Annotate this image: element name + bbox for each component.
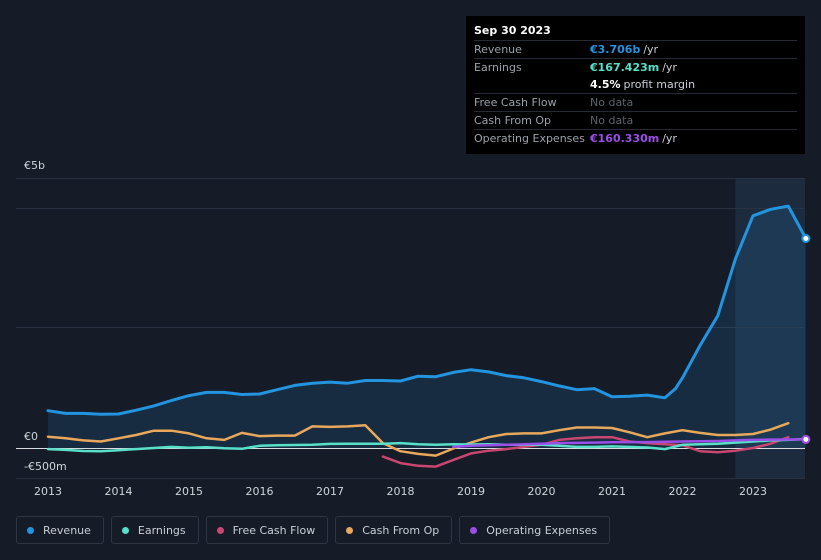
tooltip-margin-value: 4.5%	[590, 78, 621, 91]
operating-expenses-line	[452, 438, 808, 449]
series-layer	[46, 204, 811, 468]
x-tick-label-2013: 2013	[34, 485, 62, 498]
legend-revenue[interactable]: Revenue	[16, 516, 104, 544]
x-tick-label-2019: 2019	[457, 485, 485, 498]
x-tick-label-2022: 2022	[669, 485, 697, 498]
legend-cash-from-op-label: Cash From Op	[362, 523, 440, 537]
tooltip-opex-value: €160.330m	[590, 132, 660, 145]
x-tick-label-2014: 2014	[105, 485, 133, 498]
tooltip-earnings-row: Earnings €167.423m /yr	[474, 58, 797, 76]
tooltip-earnings-label: Earnings	[474, 61, 522, 74]
legend-earnings-label: Earnings	[137, 523, 186, 537]
tooltip-earnings-value: €167.423m	[590, 61, 660, 74]
tooltip-panel: Sep 30 2023 Revenue €3.706b /yr Earnings…	[466, 16, 805, 154]
y-tick-label-zero: €0	[24, 430, 38, 443]
x-tick-label-2018: 2018	[387, 485, 415, 498]
chart-legend: Revenue Earnings Free Cash Flow Cash Fro…	[16, 516, 617, 544]
revenue-area	[48, 206, 806, 448]
legend-revenue-label: Revenue	[43, 523, 91, 537]
tooltip-fcf-value: No data	[590, 96, 634, 109]
earnings-line	[46, 437, 808, 453]
cash-from-op-line	[46, 421, 790, 457]
legend-cash-from-op[interactable]: Cash From Op	[335, 516, 453, 544]
tooltip-opex-label: Operating Expenses	[474, 132, 585, 145]
tooltip-earnings-unit: /yr	[662, 61, 677, 74]
legend-earnings-dot	[121, 526, 129, 534]
revenue-end-marker	[801, 234, 811, 243]
x-tick-label-2015: 2015	[175, 485, 203, 498]
tooltip-revenue-unit: /yr	[643, 43, 659, 56]
tooltip-revenue-label: Revenue	[474, 43, 522, 56]
y-tick-label-top: €5b	[24, 159, 45, 172]
legend-cash-from-op-dot	[346, 526, 354, 534]
legend-operating-expenses[interactable]: Operating Expenses	[459, 516, 611, 544]
x-tick-label-2023: 2023	[739, 485, 767, 498]
tooltip-fcf-label: Free Cash Flow	[474, 96, 557, 109]
y-tick-label-bottom: -€500m	[24, 460, 67, 473]
tooltip-margin-row: 4.5% profit margin	[474, 76, 797, 93]
tooltip-margin-text: profit margin	[623, 78, 696, 91]
legend-operating-expenses-label: Operating Expenses	[486, 523, 598, 537]
tooltip-cfo-row: Cash From Op No data	[474, 111, 797, 129]
tooltip-date: Sep 30 2023	[474, 24, 551, 37]
tooltip-fcf-row: Free Cash Flow No data	[474, 93, 797, 111]
legend-earnings[interactable]: Earnings	[110, 516, 199, 544]
legend-free-cash-flow-label: Free Cash Flow	[232, 523, 316, 537]
x-axis: 2013 2014 2015 2016 2017 2018 2019 2020 2021 2022…	[34, 485, 767, 498]
tooltip-cfo-label: Cash From Op	[474, 114, 552, 127]
legend-revenue-dot	[27, 526, 34, 534]
tooltip-revenue-row: Revenue €3.706b /yr	[474, 40, 797, 58]
tooltip-opex-unit: /yr	[662, 132, 677, 145]
x-tick-label-2017: 2017	[316, 485, 344, 498]
free-cash-flow-line	[381, 435, 790, 468]
legend-free-cash-flow-dot	[216, 526, 224, 534]
x-tick-label-2021: 2021	[598, 485, 626, 498]
operating-expenses-end-marker	[801, 434, 811, 444]
x-tick-label-2016: 2016	[246, 485, 274, 498]
tooltip-cfo-value: No data	[590, 114, 634, 127]
tooltip-revenue-value: €3.706b	[590, 43, 641, 56]
revenue-line	[46, 204, 808, 416]
tooltip-opex-row: Operating Expenses €160.330m /yr	[474, 129, 797, 147]
legend-free-cash-flow[interactable]: Free Cash Flow	[205, 516, 329, 544]
x-tick-label-2020: 2020	[528, 485, 556, 498]
legend-operating-expenses-dot	[470, 526, 478, 534]
